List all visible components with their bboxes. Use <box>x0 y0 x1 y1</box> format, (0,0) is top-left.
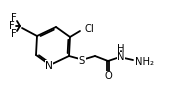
Text: Cl: Cl <box>85 24 95 34</box>
Text: F: F <box>9 21 15 31</box>
Text: NH₂: NH₂ <box>135 57 154 67</box>
Text: H: H <box>117 44 125 54</box>
Text: O: O <box>104 71 112 81</box>
Text: F: F <box>11 13 17 23</box>
Text: N: N <box>45 61 53 71</box>
Text: N: N <box>117 52 125 62</box>
Text: F: F <box>11 29 17 39</box>
Text: S: S <box>79 56 85 66</box>
